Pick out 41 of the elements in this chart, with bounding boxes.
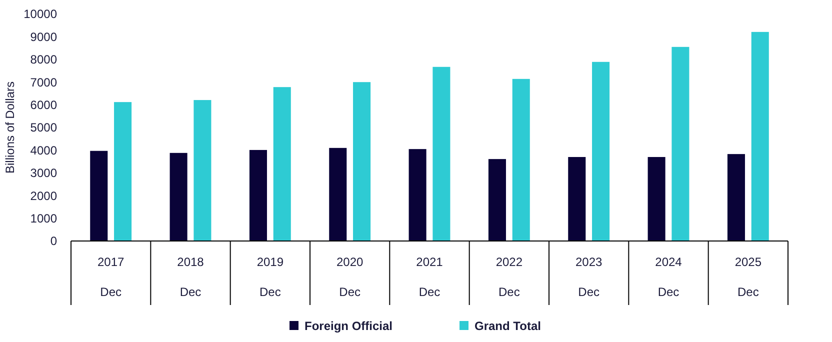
bar — [512, 78, 530, 241]
category-label: 2024 Dec — [655, 255, 682, 300]
y-tick-label: 10000 — [24, 7, 58, 22]
category-label: 2021 Dec — [416, 255, 443, 300]
y-axis-title: Billions of Dollars — [3, 81, 17, 174]
y-tick-label: 5000 — [30, 120, 58, 135]
category-label: 2022 Dec — [496, 255, 523, 300]
bar — [672, 46, 690, 241]
y-tick-label: 8000 — [30, 52, 58, 67]
bar — [488, 159, 506, 241]
bar — [194, 100, 212, 241]
legend-label: Foreign Official — [304, 319, 393, 334]
bar — [727, 154, 745, 241]
bar — [592, 62, 610, 241]
bar — [273, 87, 291, 241]
category-label: 2023 Dec — [575, 255, 602, 300]
bar — [329, 148, 347, 241]
category-label: 2017 Dec — [97, 255, 124, 300]
bar — [90, 150, 108, 241]
y-tick-label: 3000 — [30, 166, 58, 180]
y-tick-label: 4000 — [30, 143, 58, 158]
y-tick-label: 6000 — [30, 98, 58, 112]
category-label: 2019 Dec — [256, 255, 284, 300]
bar — [114, 102, 132, 241]
bar — [249, 150, 267, 241]
y-tick-label: 0 — [50, 234, 58, 248]
y-tick-label: 1000 — [30, 212, 58, 226]
y-tick-label: 2000 — [30, 188, 58, 203]
y-tick-label: 7000 — [30, 75, 58, 90]
bar — [170, 152, 188, 241]
category-label: 2025 Dec — [734, 255, 762, 300]
category-label: 2020 Dec — [336, 255, 364, 300]
bar — [568, 157, 586, 241]
bar — [408, 149, 426, 241]
legend-label: Grand Total — [474, 319, 541, 334]
bar — [751, 32, 769, 241]
category-label: 2018 Dec — [177, 255, 204, 300]
y-tick-label: 9000 — [30, 30, 58, 44]
bar — [353, 82, 371, 241]
bar — [432, 66, 450, 241]
bar — [648, 157, 666, 241]
